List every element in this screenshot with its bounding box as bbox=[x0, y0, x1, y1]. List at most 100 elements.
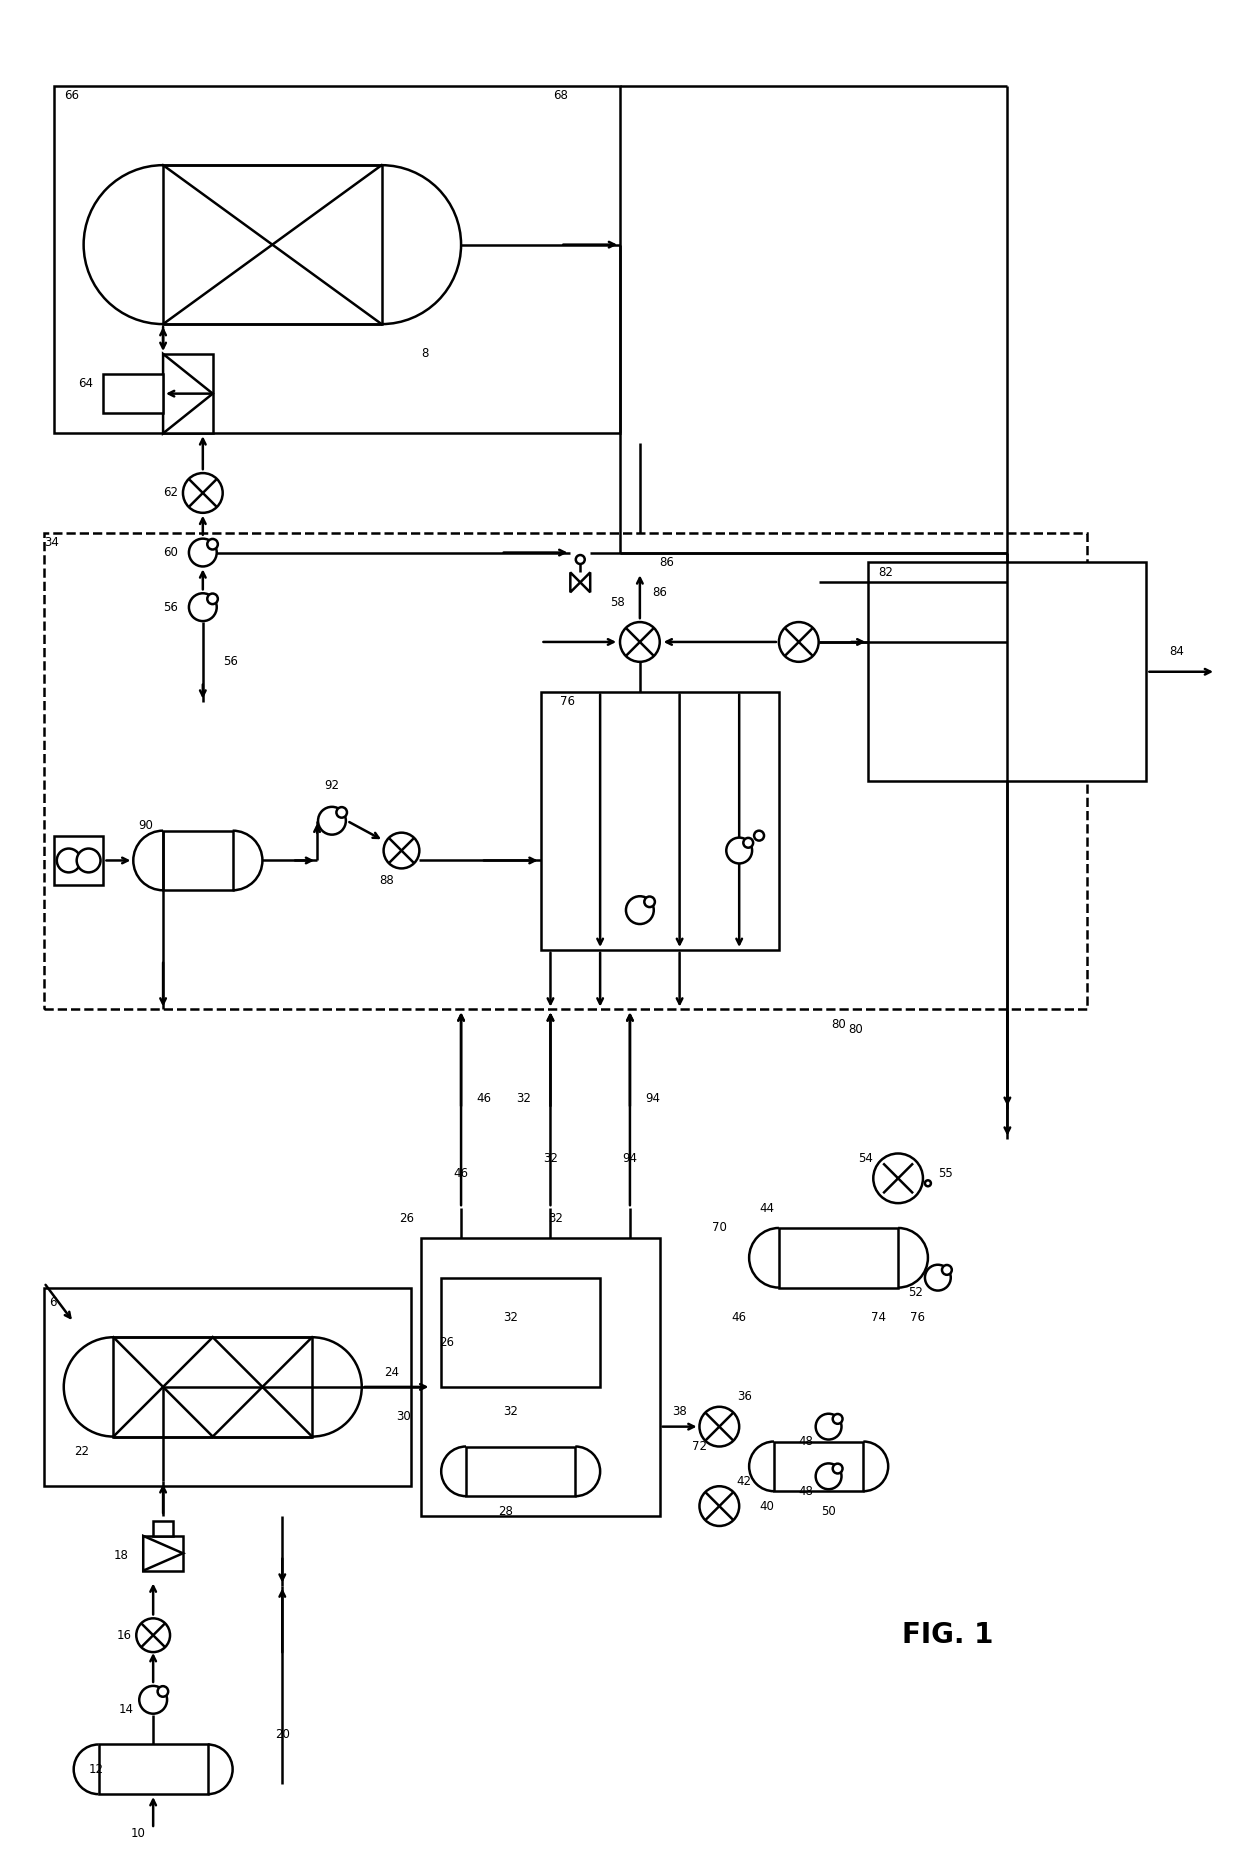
Circle shape bbox=[833, 1414, 842, 1423]
Text: 32: 32 bbox=[543, 1151, 558, 1164]
Bar bbox=[103, 374, 164, 413]
Text: 62: 62 bbox=[162, 487, 179, 500]
Text: 68: 68 bbox=[553, 89, 568, 102]
Circle shape bbox=[57, 848, 81, 872]
Text: 82: 82 bbox=[878, 565, 893, 578]
Text: 8: 8 bbox=[422, 348, 429, 361]
Text: 70: 70 bbox=[712, 1222, 727, 1235]
Text: 6: 6 bbox=[48, 1296, 56, 1309]
Text: 56: 56 bbox=[223, 655, 238, 668]
Circle shape bbox=[727, 837, 753, 863]
Circle shape bbox=[77, 848, 100, 872]
Circle shape bbox=[207, 593, 218, 604]
Bar bbox=[422, 1239, 660, 1516]
Text: 94: 94 bbox=[645, 1092, 660, 1105]
Polygon shape bbox=[144, 1536, 184, 1570]
Text: 30: 30 bbox=[397, 1410, 412, 1423]
Bar bbox=[154, 1521, 174, 1536]
Text: 32: 32 bbox=[548, 1211, 563, 1224]
Bar bbox=[53, 86, 620, 433]
Text: 88: 88 bbox=[379, 874, 394, 887]
Text: 32: 32 bbox=[503, 1406, 518, 1417]
Text: 48: 48 bbox=[799, 1436, 813, 1449]
Bar bbox=[441, 1278, 600, 1388]
Text: 92: 92 bbox=[325, 779, 340, 792]
Text: 20: 20 bbox=[275, 1728, 290, 1741]
Text: 34: 34 bbox=[43, 536, 58, 549]
Text: 55: 55 bbox=[937, 1166, 952, 1179]
Circle shape bbox=[873, 1153, 923, 1203]
Text: 46: 46 bbox=[476, 1092, 491, 1105]
Text: 18: 18 bbox=[113, 1549, 128, 1562]
Circle shape bbox=[779, 621, 818, 662]
Circle shape bbox=[816, 1464, 842, 1490]
Text: 74: 74 bbox=[870, 1311, 885, 1324]
Polygon shape bbox=[580, 573, 590, 591]
Text: 50: 50 bbox=[821, 1505, 836, 1518]
Circle shape bbox=[699, 1486, 739, 1525]
Text: FIG. 1: FIG. 1 bbox=[901, 1622, 993, 1650]
Text: 48: 48 bbox=[799, 1484, 813, 1497]
Circle shape bbox=[754, 831, 764, 841]
Circle shape bbox=[336, 807, 347, 818]
Circle shape bbox=[833, 1464, 842, 1473]
Bar bbox=[113, 1337, 312, 1436]
Text: 44: 44 bbox=[759, 1202, 774, 1215]
Bar bbox=[98, 1745, 208, 1795]
Text: 10: 10 bbox=[131, 1827, 145, 1840]
Bar bbox=[43, 1287, 412, 1486]
Bar bbox=[53, 835, 103, 885]
Text: 86: 86 bbox=[660, 556, 675, 569]
Text: 52: 52 bbox=[908, 1285, 923, 1298]
Circle shape bbox=[816, 1414, 842, 1440]
Circle shape bbox=[317, 807, 346, 835]
Circle shape bbox=[188, 539, 217, 567]
Text: 40: 40 bbox=[759, 1499, 774, 1512]
Circle shape bbox=[645, 897, 655, 908]
Bar bbox=[43, 532, 1086, 1010]
Bar bbox=[144, 1536, 184, 1570]
Text: 56: 56 bbox=[164, 601, 179, 614]
Circle shape bbox=[743, 837, 753, 848]
Text: 22: 22 bbox=[73, 1445, 89, 1458]
Bar bbox=[779, 1228, 898, 1287]
Text: 94: 94 bbox=[622, 1151, 637, 1164]
Text: 72: 72 bbox=[692, 1440, 707, 1453]
Circle shape bbox=[575, 554, 585, 564]
Text: 80: 80 bbox=[848, 1023, 863, 1036]
Text: 84: 84 bbox=[1169, 645, 1184, 658]
Circle shape bbox=[383, 833, 419, 869]
Bar bbox=[466, 1447, 575, 1495]
Text: 90: 90 bbox=[138, 818, 153, 831]
Bar bbox=[541, 692, 779, 950]
Text: 26: 26 bbox=[439, 1335, 454, 1348]
Text: 26: 26 bbox=[399, 1211, 414, 1224]
Text: 58: 58 bbox=[610, 595, 625, 608]
Circle shape bbox=[188, 593, 217, 621]
Bar bbox=[164, 353, 213, 433]
Text: 28: 28 bbox=[498, 1505, 513, 1518]
Polygon shape bbox=[164, 353, 213, 433]
Circle shape bbox=[925, 1265, 951, 1291]
Circle shape bbox=[942, 1265, 952, 1274]
Text: 66: 66 bbox=[63, 89, 79, 102]
Text: 38: 38 bbox=[672, 1406, 687, 1417]
Text: 60: 60 bbox=[164, 547, 179, 560]
Text: 76: 76 bbox=[910, 1311, 925, 1324]
Text: 64: 64 bbox=[78, 378, 93, 391]
Text: 32: 32 bbox=[516, 1092, 531, 1105]
Text: 32: 32 bbox=[503, 1311, 518, 1324]
Text: 80: 80 bbox=[831, 1017, 846, 1030]
Circle shape bbox=[925, 1181, 931, 1187]
Bar bbox=[164, 166, 382, 324]
Circle shape bbox=[136, 1618, 170, 1652]
Circle shape bbox=[139, 1685, 167, 1713]
Text: 24: 24 bbox=[384, 1365, 399, 1378]
Text: 46: 46 bbox=[732, 1311, 746, 1324]
Text: 12: 12 bbox=[88, 1763, 104, 1776]
Text: 46: 46 bbox=[454, 1166, 469, 1179]
Circle shape bbox=[699, 1406, 739, 1447]
Text: 16: 16 bbox=[117, 1629, 131, 1642]
Text: 14: 14 bbox=[118, 1704, 133, 1717]
Text: 54: 54 bbox=[858, 1151, 873, 1164]
